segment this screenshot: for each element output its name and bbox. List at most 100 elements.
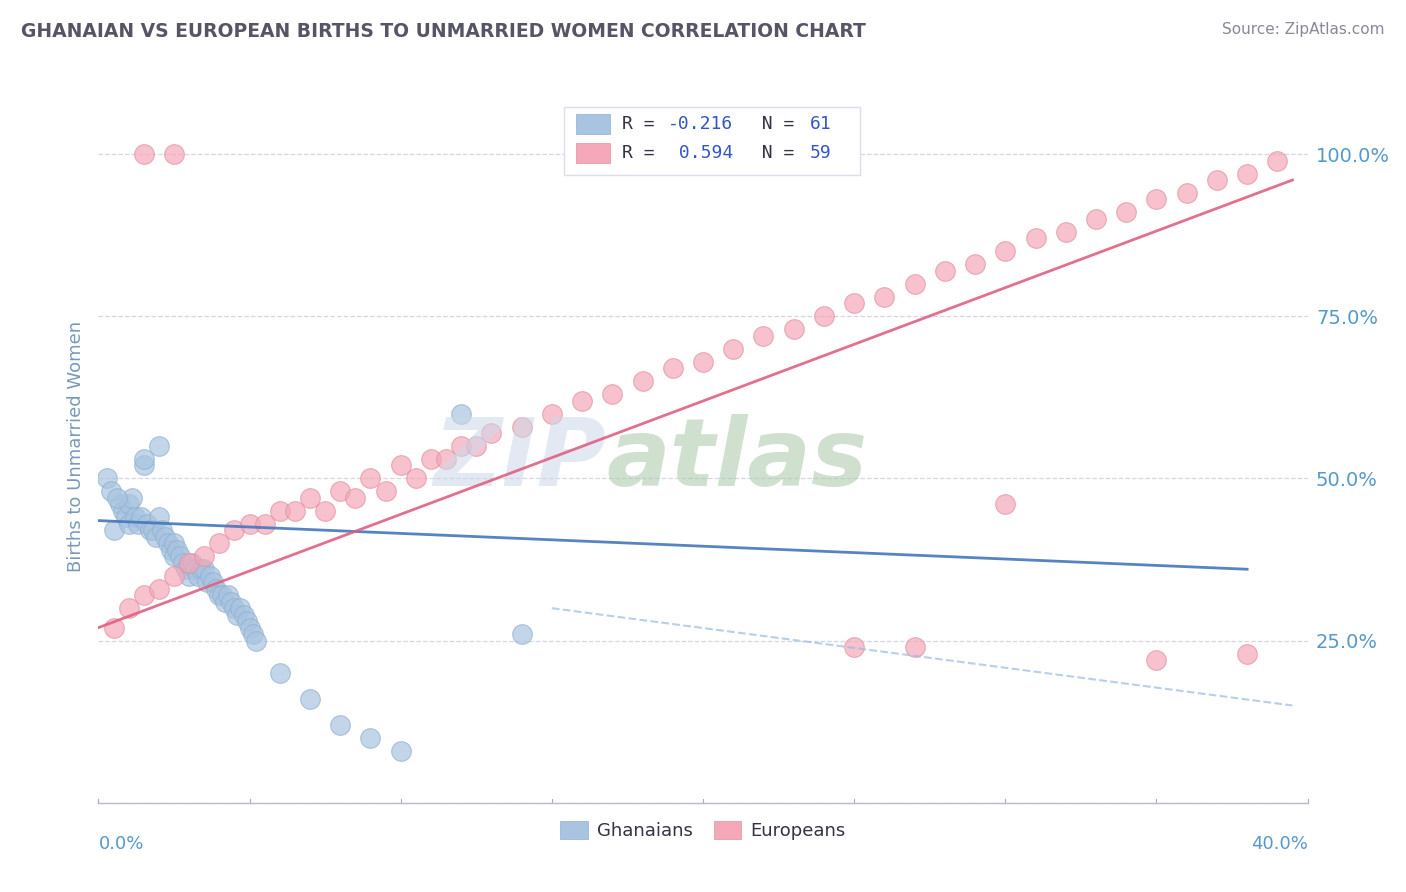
Point xyxy=(172,556,194,570)
Text: 59: 59 xyxy=(810,144,831,161)
Point xyxy=(374,484,396,499)
Point xyxy=(103,524,125,538)
Point xyxy=(132,458,155,473)
Point xyxy=(1175,186,1198,200)
Point xyxy=(163,549,186,564)
Point xyxy=(904,277,927,291)
Point xyxy=(239,621,262,635)
Point xyxy=(965,257,987,271)
Text: N =: N = xyxy=(741,115,806,133)
Point xyxy=(190,562,212,576)
Point xyxy=(103,621,125,635)
Point xyxy=(1024,231,1046,245)
Point xyxy=(783,322,806,336)
Text: -0.216: -0.216 xyxy=(668,115,733,133)
Text: 61: 61 xyxy=(810,115,831,133)
Point xyxy=(844,640,866,654)
Point xyxy=(661,361,683,376)
Point xyxy=(211,588,233,602)
Point xyxy=(1206,173,1229,187)
Point xyxy=(360,471,382,485)
Point xyxy=(269,504,291,518)
Point xyxy=(934,264,956,278)
Point xyxy=(1236,167,1258,181)
Point xyxy=(179,556,201,570)
Point xyxy=(121,491,143,505)
Text: ZIP: ZIP xyxy=(433,414,606,507)
Point xyxy=(118,497,141,511)
Point xyxy=(208,536,231,550)
Point xyxy=(269,666,291,681)
Point xyxy=(1236,647,1258,661)
Y-axis label: Births to Unmarried Women: Births to Unmarried Women xyxy=(66,320,84,572)
Point xyxy=(1144,653,1167,667)
Point xyxy=(145,530,167,544)
Point xyxy=(96,471,118,485)
Point xyxy=(181,556,204,570)
Point xyxy=(360,731,382,745)
Point xyxy=(148,439,170,453)
Point xyxy=(163,536,186,550)
Point xyxy=(239,516,262,531)
Point xyxy=(602,387,624,401)
Point xyxy=(299,491,322,505)
Point xyxy=(184,562,207,576)
Point xyxy=(450,407,472,421)
Point xyxy=(510,419,533,434)
Point xyxy=(226,607,249,622)
FancyBboxPatch shape xyxy=(576,143,610,162)
Point xyxy=(631,374,654,388)
Point xyxy=(1144,193,1167,207)
Point xyxy=(844,296,866,310)
Point xyxy=(232,607,254,622)
Point xyxy=(245,633,267,648)
Text: N =: N = xyxy=(741,144,806,161)
Text: 0.594: 0.594 xyxy=(668,144,733,161)
Point xyxy=(1085,211,1108,226)
Point xyxy=(1054,225,1077,239)
Point xyxy=(235,614,257,628)
Point xyxy=(221,595,243,609)
Point xyxy=(224,601,246,615)
Point xyxy=(450,439,472,453)
Point xyxy=(405,471,427,485)
Point xyxy=(124,510,146,524)
Point xyxy=(169,549,191,564)
Point xyxy=(132,147,155,161)
Point xyxy=(139,524,162,538)
Point xyxy=(284,504,307,518)
Point xyxy=(242,627,264,641)
Point xyxy=(389,458,412,473)
Point xyxy=(344,491,367,505)
Text: atlas: atlas xyxy=(606,414,868,507)
Point xyxy=(202,575,225,590)
Text: 40.0%: 40.0% xyxy=(1251,835,1308,853)
Text: Source: ZipAtlas.com: Source: ZipAtlas.com xyxy=(1222,22,1385,37)
Point xyxy=(540,407,562,421)
Point xyxy=(129,510,152,524)
Point xyxy=(752,328,775,343)
Point xyxy=(224,524,246,538)
Point xyxy=(200,568,222,582)
Point xyxy=(217,588,239,602)
Point xyxy=(329,718,352,732)
Point xyxy=(1115,205,1137,219)
Text: R =: R = xyxy=(621,115,665,133)
Point xyxy=(205,582,228,596)
Point xyxy=(148,582,170,596)
Point xyxy=(314,504,336,518)
Point xyxy=(1267,153,1289,168)
Point xyxy=(118,516,141,531)
Point xyxy=(193,562,215,576)
Point xyxy=(389,744,412,758)
Legend: Ghanaians, Europeans: Ghanaians, Europeans xyxy=(554,814,852,847)
Point xyxy=(150,524,173,538)
Text: GHANAIAN VS EUROPEAN BIRTHS TO UNMARRIED WOMEN CORRELATION CHART: GHANAIAN VS EUROPEAN BIRTHS TO UNMARRIED… xyxy=(21,22,866,41)
Point xyxy=(723,342,745,356)
Point xyxy=(153,530,176,544)
Point xyxy=(111,504,134,518)
Point xyxy=(132,452,155,467)
Point xyxy=(114,510,136,524)
Point xyxy=(193,549,215,564)
Point xyxy=(434,452,457,467)
